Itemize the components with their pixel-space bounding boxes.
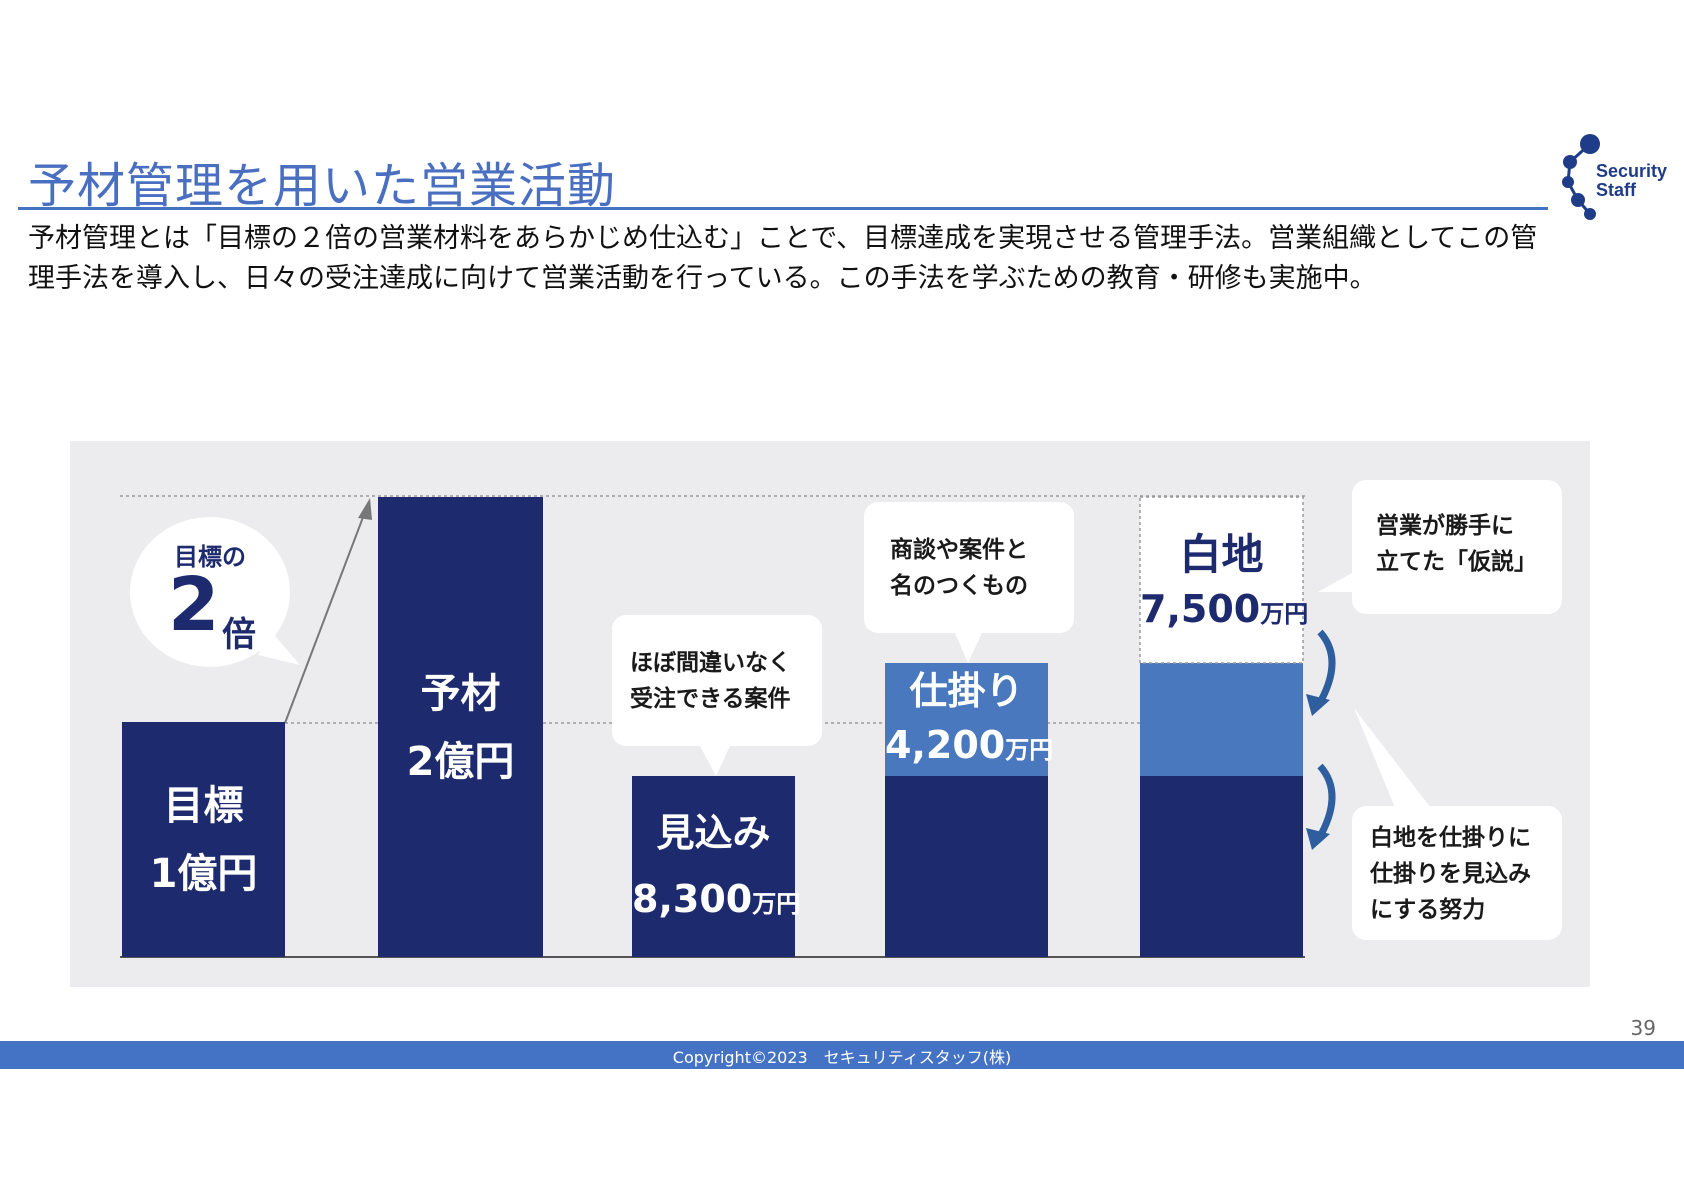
bar-mikomi bbox=[632, 776, 795, 957]
bubble-effort-line3: にする努力 bbox=[1370, 897, 1486, 923]
bar-yozai bbox=[378, 497, 543, 957]
logo-text-line1: Security bbox=[1596, 161, 1668, 181]
bar-shikakari-unit: 万円 bbox=[1005, 736, 1054, 764]
page-number: 39 bbox=[1630, 1016, 1656, 1040]
double-callout-top: 目標の bbox=[174, 543, 246, 571]
logo-text: Security Staff bbox=[1596, 162, 1667, 200]
bar-mikomi-name: 見込み bbox=[656, 811, 771, 855]
bubble-mikomi: ほぼ間違いなく 受注できる案件 bbox=[612, 615, 822, 746]
convert-arrow-top bbox=[1314, 629, 1336, 708]
bubble-shikakari-line2: 名のつくもの bbox=[890, 573, 1028, 599]
bubble-shiraji-tail bbox=[1318, 572, 1354, 592]
bubble-mikomi-line2: 受注できる案件 bbox=[630, 686, 791, 712]
title-underline bbox=[18, 207, 1548, 210]
bubble-mikomi-line1: ほぼ間違いなく bbox=[630, 650, 791, 676]
bar-shiraji-mid bbox=[1140, 663, 1303, 776]
bar-shikakari-name: 仕掛り bbox=[909, 669, 1024, 713]
growth-arrow bbox=[284, 511, 366, 724]
bar-shiraji-value: 7,500 bbox=[1140, 587, 1261, 631]
bar-shiraji-top bbox=[1139, 496, 1304, 664]
bar-mikomi-unit: 万円 bbox=[752, 890, 801, 918]
footer-bar bbox=[0, 1041, 1684, 1069]
bubble-shikakari-tail bbox=[955, 633, 982, 663]
bubble-shiraji-line2: 立てた「仮説」 bbox=[1376, 549, 1537, 575]
bar-mikomi-amount: 8,300万円 bbox=[632, 866, 800, 937]
convert-arrow-bottom bbox=[1314, 763, 1336, 842]
copyright-text: Copyright©2023 セキュリティスタッフ(株) bbox=[672, 1048, 1012, 1067]
bubble-effort-line1: 白地を仕掛りに bbox=[1370, 825, 1531, 851]
convert-arrow-bottom-head bbox=[1306, 828, 1330, 850]
slide-title: 予材管理を用いた営業活動 bbox=[28, 158, 617, 214]
bar-yozai-label: 予材 2億円 bbox=[378, 660, 543, 796]
logo-molecule-icon bbox=[1562, 134, 1600, 220]
double-callout-suffix: 倍 bbox=[222, 615, 256, 655]
bubble-shikakari: 商談や案件と 名のつくもの bbox=[864, 502, 1074, 633]
bubble-effort-line2: 仕掛りを見込み bbox=[1370, 861, 1531, 887]
bar-shiraji-name: 白地 bbox=[1179, 530, 1264, 579]
growth-arrow-head bbox=[358, 498, 372, 520]
bar-shikakari-value: 4,200 bbox=[885, 723, 1006, 767]
bar-shikakari-base bbox=[885, 776, 1048, 957]
bubble-effort-tail bbox=[1354, 708, 1440, 820]
bubble-shiraji-line1: 営業が勝手に bbox=[1376, 513, 1514, 539]
bar-mikomi-label: 見込み 8,300万円 bbox=[632, 800, 800, 937]
bar-shiraji-unit: 万円 bbox=[1260, 600, 1309, 628]
bar-target-label: 目標 1億円 bbox=[122, 772, 285, 908]
bubble-shikakari-line1: 商談や案件と bbox=[890, 537, 1028, 563]
bubble-shiraji: 営業が勝手に 立てた「仮説」 bbox=[1352, 480, 1562, 614]
bar-shikakari-segment bbox=[885, 663, 1048, 776]
bar-target bbox=[122, 722, 285, 957]
bubble-mikomi-tail bbox=[700, 746, 730, 776]
bar-yozai-line2: 2億円 bbox=[406, 739, 515, 785]
convert-arrow-top-head bbox=[1306, 694, 1330, 716]
bar-shikakari-amount: 4,200万円 bbox=[885, 718, 1053, 777]
bar-target-line1: 目標 bbox=[163, 783, 244, 829]
bar-yozai-line1: 予材 bbox=[420, 671, 501, 717]
bar-shiraji-base bbox=[1140, 776, 1303, 957]
double-callout-number: 2 bbox=[168, 562, 220, 648]
bar-shiraji-label: 白地 7,500万円 bbox=[1140, 528, 1308, 641]
bar-shiraji-amount: 7,500万円 bbox=[1140, 582, 1308, 641]
company-logo: Security Staff bbox=[1560, 132, 1684, 224]
slide-description: 予材管理とは「目標の２倍の営業材料をあらかじめ仕込む」ことで、目標達成を実現させ… bbox=[28, 223, 1538, 294]
double-callout: 目標の 2 倍 bbox=[130, 517, 290, 667]
bar-mikomi-value: 8,300 bbox=[632, 877, 753, 921]
bubble-effort: 白地を仕掛りに 仕掛りを見込み にする努力 bbox=[1352, 806, 1562, 940]
chart-panel bbox=[70, 441, 1590, 987]
bar-shikakari-label: 仕掛り 4,200万円 bbox=[885, 664, 1053, 777]
bar-target-line2: 1億円 bbox=[149, 851, 258, 897]
logo-text-line2: Staff bbox=[1596, 180, 1636, 200]
